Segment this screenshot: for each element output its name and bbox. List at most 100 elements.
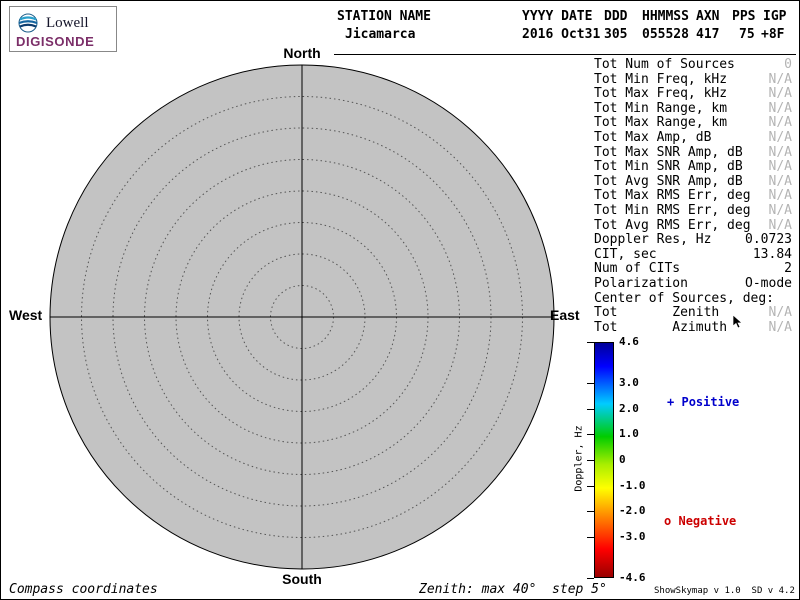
compass-label-west: West bbox=[9, 307, 43, 323]
stat-row: Center of Sources, deg: bbox=[594, 291, 792, 307]
header-col-doy: DDD bbox=[604, 9, 628, 24]
stat-row: Tot Zenith N/A bbox=[594, 305, 792, 321]
doppler-colorbar bbox=[594, 342, 614, 578]
stat-value: N/A bbox=[768, 188, 792, 204]
stat-label: Tot Max Range, km bbox=[594, 115, 728, 131]
skymap-svg bbox=[49, 64, 555, 570]
stat-row: Tot Max SNR Amp, dB N/A bbox=[594, 144, 792, 161]
header-val-igp: +8F bbox=[761, 27, 785, 42]
stat-label: Tot Avg SNR Amp, dB bbox=[594, 173, 743, 189]
colorbar-tick bbox=[587, 342, 594, 343]
header-val-axn: 417 bbox=[696, 27, 720, 42]
header-col-pps: PPS bbox=[732, 9, 756, 24]
colorbar-tick bbox=[587, 434, 594, 436]
stat-row: CIT, sec 13.84 bbox=[594, 246, 792, 263]
colorbar-tick-label: -2.0 bbox=[619, 504, 646, 518]
stat-label: Tot Azimuth bbox=[594, 319, 728, 335]
stat-row: Tot Azimuth N/A bbox=[594, 319, 792, 336]
stat-value: N/A bbox=[768, 115, 792, 131]
colorbar-tick-label: 0 bbox=[619, 453, 626, 466]
zenith-range-label: Zenith: max 40° step 5° bbox=[419, 582, 607, 597]
stat-value: N/A bbox=[768, 173, 792, 189]
stat-row: Polarization O-mode bbox=[594, 275, 792, 292]
header-col-igp: IGP bbox=[763, 9, 787, 24]
logo-brand-text: Lowell bbox=[46, 15, 89, 31]
compass-label-north: North bbox=[283, 45, 321, 61]
header-divider bbox=[334, 54, 796, 55]
stat-value: N/A bbox=[768, 319, 792, 335]
stat-label: Tot Avg RMS Err, deg bbox=[594, 217, 751, 233]
stat-label: Tot Num of Sources bbox=[594, 57, 735, 72]
stat-label: CIT, sec bbox=[594, 246, 657, 262]
colorbar-tick bbox=[587, 578, 594, 579]
stat-value: 0 bbox=[784, 57, 792, 72]
positive-marker-icon: + bbox=[667, 395, 675, 409]
stat-value: N/A bbox=[768, 305, 792, 321]
colorbar-tick-label: -4.6 bbox=[619, 571, 646, 584]
header-val-pps: 75 bbox=[739, 27, 755, 42]
header-col-station-name: STATION NAME bbox=[337, 9, 431, 24]
colorbar-tick bbox=[587, 536, 594, 538]
stat-row: Tot Avg SNR Amp, dB N/A bbox=[594, 173, 792, 190]
stat-row: Tot Max Amp, dB N/A bbox=[594, 129, 792, 146]
colorbar-tick-label: 1.0 bbox=[619, 427, 639, 441]
stat-row: Tot Avg RMS Err, deg N/A bbox=[594, 217, 792, 234]
header-col-axn: AXN bbox=[696, 9, 720, 24]
colorbar-tick bbox=[587, 511, 594, 513]
version-label: ShowSkymap v 1.0 SD v 4.2 bbox=[654, 586, 795, 596]
legend-negative: o Negative bbox=[664, 514, 736, 528]
stat-row: Doppler Res, Hz 0.0723 bbox=[594, 233, 792, 248]
stat-value: N/A bbox=[768, 202, 792, 218]
legend-positive: + Positive bbox=[667, 395, 739, 409]
stat-label: Tot Max RMS Err, deg bbox=[594, 188, 751, 204]
mouse-cursor bbox=[732, 314, 743, 329]
stat-label: Tot Max SNR Amp, dB bbox=[594, 144, 743, 160]
stat-value: O-mode bbox=[745, 275, 792, 291]
colorbar-axis-label: Doppler, Hz bbox=[573, 425, 585, 492]
colorbar-tick bbox=[587, 460, 594, 461]
stat-label: Tot Zenith bbox=[594, 305, 720, 321]
header-val-doy: 305 bbox=[604, 27, 628, 42]
colorbar-tick bbox=[587, 485, 594, 487]
colorbar-tick bbox=[587, 383, 594, 385]
stat-value: 2 bbox=[784, 261, 792, 277]
stat-row: Tot Min Freq, kHz N/A bbox=[594, 71, 792, 88]
logo-product-text: DIGISONDE bbox=[16, 34, 95, 49]
stat-label: Doppler Res, Hz bbox=[594, 232, 712, 248]
stat-value: N/A bbox=[768, 129, 792, 145]
compass-label-south: South bbox=[282, 571, 322, 587]
stat-row: Tot Min Range, km N/A bbox=[594, 100, 792, 117]
stat-value: N/A bbox=[768, 159, 792, 175]
colorbar-tick-label: -3.0 bbox=[619, 529, 646, 543]
colorbar-tick-label: 2.0 bbox=[619, 401, 639, 415]
stat-value: N/A bbox=[768, 144, 792, 160]
globe-icon bbox=[18, 13, 38, 33]
stat-row: Tot Min RMS Err, deg N/A bbox=[594, 202, 792, 219]
stat-label: Num of CITs bbox=[594, 261, 681, 277]
stat-label: Tot Min Range, km bbox=[594, 100, 728, 116]
stat-label: Tot Max Amp, dB bbox=[594, 129, 712, 145]
stat-value: N/A bbox=[768, 86, 792, 102]
stat-row: Tot Max Freq, kHz N/A bbox=[594, 87, 792, 102]
colorbar-tick-label: 3.0 bbox=[619, 376, 639, 390]
colorbar-tick bbox=[587, 408, 594, 410]
negative-marker-icon: o bbox=[664, 514, 672, 528]
compass-label-east: East bbox=[550, 307, 580, 323]
header-col-time: HHMMSS bbox=[642, 9, 689, 24]
stat-label: Polarization bbox=[594, 275, 688, 291]
stat-row: Tot Num of Sources 0 bbox=[594, 57, 792, 73]
stat-row: Num of CITs 2 bbox=[594, 262, 792, 277]
stats-panel: Tot Num of Sources 0 Tot Min Freq, kHz N/A T… bbox=[594, 57, 792, 336]
colorbar-tick-label: -1.0 bbox=[619, 478, 646, 492]
legend-negative-label: Negative bbox=[678, 514, 737, 528]
coordinates-mode-label: Compass coordinates bbox=[9, 582, 158, 597]
stat-row: Tot Max RMS Err, deg N/A bbox=[594, 189, 792, 204]
header-col-date: YYYY DATE bbox=[522, 9, 593, 24]
colorbar-tick-label: 4.6 bbox=[619, 335, 639, 348]
stat-label: Tot Min Freq, kHz bbox=[594, 71, 728, 87]
header-val-station-name: Jicamarca bbox=[345, 27, 416, 42]
lowell-digisonde-logo: Lowell DIGISONDE bbox=[9, 6, 117, 52]
stat-value: N/A bbox=[768, 217, 792, 233]
header-val-date: 2016 Oct31 bbox=[522, 27, 601, 42]
